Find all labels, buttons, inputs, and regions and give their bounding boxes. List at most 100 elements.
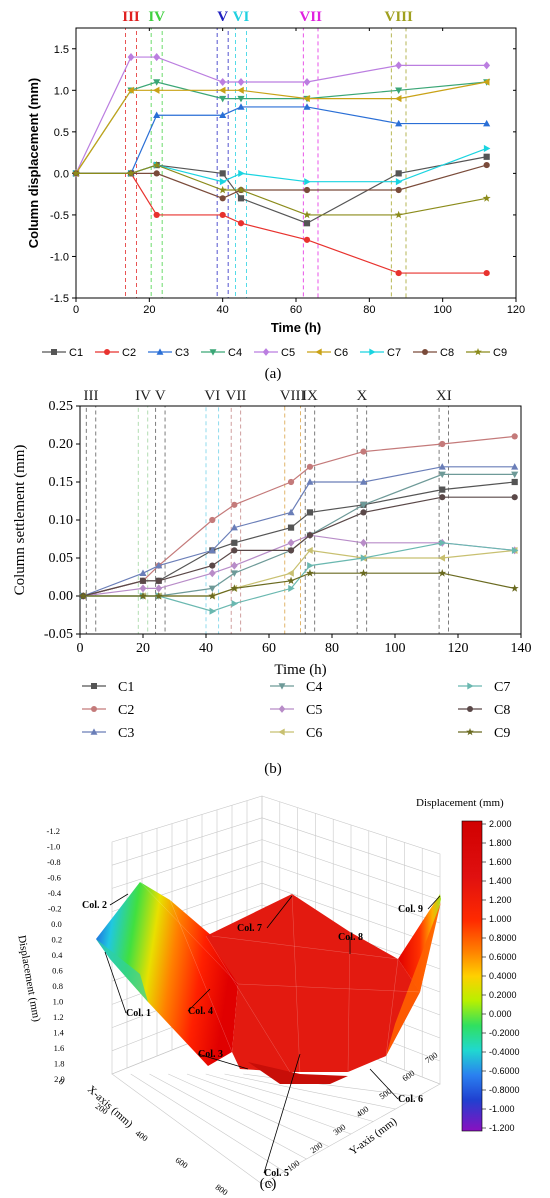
stage-band xyxy=(155,405,166,635)
column-label: Col. 1 xyxy=(126,1008,151,1019)
mesh-line xyxy=(139,881,239,985)
data-point-c5 xyxy=(208,569,216,578)
y-tick-label: 0.00 xyxy=(49,589,74,604)
data-point-c2 xyxy=(360,448,367,455)
y-tick-label: 200 xyxy=(308,1140,324,1156)
z-tick-label: -1.0 xyxy=(47,842,60,852)
column-leader xyxy=(197,1053,249,1070)
data-point-c6 xyxy=(287,569,294,577)
data-point-c7 xyxy=(288,584,295,592)
x-axis-label: Time (h) xyxy=(274,662,326,678)
data-point-c2 xyxy=(153,211,160,219)
data-point-c8 xyxy=(306,532,314,539)
legend-marker xyxy=(315,348,322,356)
colorbar-tick-label: 1.800 xyxy=(489,838,512,848)
data-point-c7 xyxy=(304,178,311,186)
data-point-c3 xyxy=(139,569,147,576)
data-point-c9 xyxy=(482,194,491,202)
legend-marker xyxy=(104,349,110,355)
x-axis-label: X-axis (mm) xyxy=(85,1083,135,1130)
grid-line xyxy=(261,817,441,878)
data-point-c5 xyxy=(219,77,227,87)
legend-marker xyxy=(467,706,473,712)
surface-center xyxy=(206,894,420,1072)
colorbar-tick-label: -1.200 xyxy=(489,1123,515,1133)
legend-marker xyxy=(369,348,376,356)
data-point-c4 xyxy=(153,79,161,86)
data-point-c4 xyxy=(237,95,245,103)
data-point-c9 xyxy=(139,591,147,600)
data-point-c6 xyxy=(482,78,490,86)
data-point-c3 xyxy=(395,119,403,127)
column-leader xyxy=(266,895,293,929)
colorbar-title: Displacement (mm) xyxy=(416,797,504,809)
data-point-c9 xyxy=(154,591,163,600)
stage-label: VII xyxy=(299,9,322,25)
data-point-c2 xyxy=(306,463,314,470)
series-line-c5 xyxy=(83,534,515,597)
column-label: Col. 2 xyxy=(82,900,107,911)
legend-label: C6 xyxy=(334,347,348,359)
data-point-c6 xyxy=(127,86,134,94)
data-point-c5 xyxy=(139,584,147,593)
series-line-c8 xyxy=(83,496,515,597)
data-point-c9 xyxy=(394,210,403,219)
x-tick-label: 0 xyxy=(77,641,84,656)
y-tick-label: -1.0 xyxy=(50,251,69,263)
data-point-c9 xyxy=(359,569,368,577)
stage-label: VIII xyxy=(384,9,413,25)
x-tick-label: 400 xyxy=(134,1128,150,1144)
data-point-c7 xyxy=(511,546,519,554)
data-point-c3 xyxy=(155,561,163,569)
data-point-c5 xyxy=(155,584,163,593)
chart-c: -1.2 -1.0 -0.8 -0.6 -0.4 -0.2 0.0 0.2 0.4 0.6 0.8 1… xyxy=(15,795,520,1196)
x-tick-label: 0 xyxy=(57,1076,66,1087)
data-point-c8 xyxy=(303,186,311,194)
legend-label: C4 xyxy=(228,347,242,359)
y-tick-label: -0.5 xyxy=(50,210,69,222)
mesh-line xyxy=(385,958,399,1057)
grid-line xyxy=(261,861,441,924)
data-point-c4 xyxy=(219,95,227,103)
stage-band xyxy=(304,405,316,635)
legend-label: C2 xyxy=(122,347,136,359)
column-leader xyxy=(187,988,211,1012)
z-tick-label: -0.6 xyxy=(47,873,60,883)
stage-label: IV xyxy=(135,388,151,404)
grid-line xyxy=(261,882,441,947)
legend-marker xyxy=(466,727,474,736)
legend-marker xyxy=(262,348,270,356)
data-point-c4 xyxy=(359,502,368,509)
colorbar-tick-label: 0.6000 xyxy=(489,952,517,962)
grid-line xyxy=(205,1073,374,1122)
legend-label: C5 xyxy=(306,703,322,718)
legend-marker xyxy=(209,349,217,356)
column-leader xyxy=(109,893,129,906)
series-line-c5 xyxy=(75,56,487,174)
data-point-c8 xyxy=(209,562,216,569)
colorbar-tick-label: -0.6000 xyxy=(489,1066,520,1076)
legend-label: C3 xyxy=(118,726,134,741)
series-line-c2 xyxy=(83,435,515,597)
stage-band xyxy=(85,405,97,635)
data-point-c7 xyxy=(395,178,403,186)
data-point-c8 xyxy=(287,547,295,554)
y-tick-label: -0.05 xyxy=(44,627,73,642)
data-point-c9 xyxy=(208,591,217,600)
column-label: Col. 5 xyxy=(264,1168,289,1179)
column-label: Col. 7 xyxy=(237,923,262,934)
mesh-line xyxy=(347,931,351,1073)
y-tick-label: 0.5 xyxy=(54,127,69,139)
column-leader xyxy=(369,1068,399,1100)
stage-label: V xyxy=(155,388,166,404)
data-point-c6 xyxy=(303,95,310,103)
data-point-c7 xyxy=(219,178,227,186)
surface-right-face xyxy=(386,902,441,1056)
colorbar-tick-label: 1.200 xyxy=(489,895,512,905)
data-point-c2 xyxy=(303,236,311,243)
grid-line xyxy=(130,1073,285,1172)
column-label: Col. 8 xyxy=(338,932,363,943)
z-tick-label: 1.0 xyxy=(53,997,64,1007)
data-point-c1 xyxy=(231,539,238,546)
